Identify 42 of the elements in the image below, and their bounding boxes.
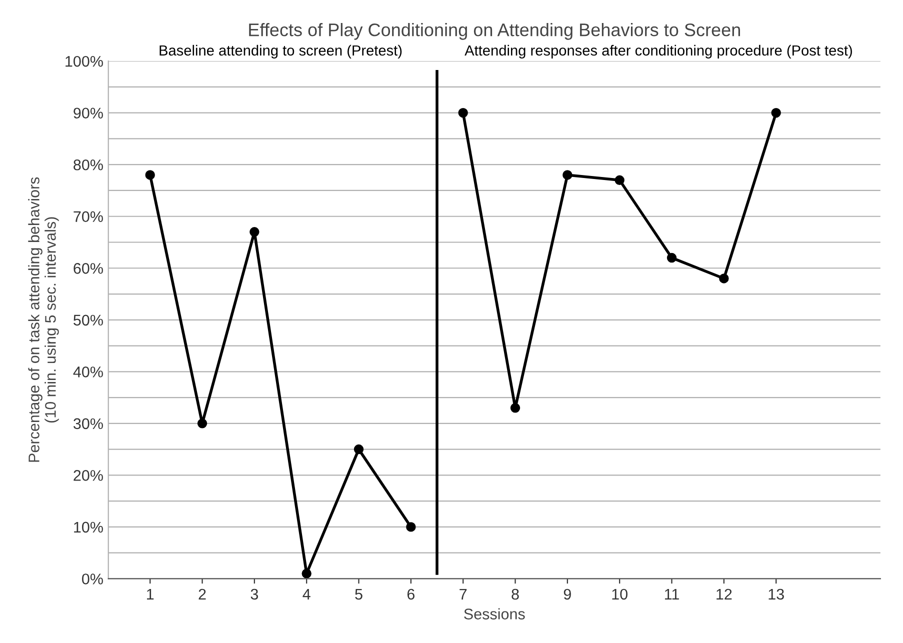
y-tick-label: 90%: [74, 108, 103, 119]
point: [458, 108, 468, 118]
point: [354, 444, 364, 454]
x-tick-label: 3: [250, 588, 258, 600]
point: [719, 274, 729, 284]
point: [771, 108, 781, 118]
x-tick-label: 9: [564, 588, 571, 600]
x-tick-label: 4: [302, 588, 310, 600]
point: [614, 175, 624, 185]
y-tick-label: 30%: [74, 418, 103, 430]
x-axis-title: Sessions: [464, 608, 525, 620]
x-tick-label: 12: [716, 588, 732, 600]
y-tick-label: 0%: [82, 574, 103, 584]
point: [562, 170, 572, 180]
y-tick-label: 10%: [74, 522, 103, 533]
x-tick-label: 5: [355, 588, 362, 600]
x-tick-label: 2: [198, 588, 206, 600]
y-tick-label: 60%: [74, 263, 103, 274]
point: [250, 227, 260, 237]
point: [406, 522, 416, 532]
point: [197, 418, 208, 428]
x-tick-label: 7: [460, 588, 467, 600]
y-tick-label: 40%: [73, 366, 103, 378]
x-tick-label: 1: [147, 588, 154, 600]
x-tick-label: 10: [612, 588, 628, 600]
point: [666, 252, 677, 263]
y-tick-label: 80%: [74, 159, 103, 170]
x-tick-label: 6: [407, 588, 415, 600]
text: Baseline attending to screen (Pretest): [160, 44, 402, 58]
x-tick-label: 11: [664, 588, 679, 600]
text: Attending responses after conditioning procedure (Post test): [464, 44, 852, 58]
point: [510, 403, 520, 413]
chart-title: Effects of Play Conditioning on Attending Behaviors to Screen: [249, 23, 740, 40]
x-tick-label: 8: [512, 588, 519, 600]
y-tick-label: 20%: [74, 470, 103, 481]
point: [145, 170, 155, 180]
point: [302, 568, 312, 578]
y-tick-label: 100%: [66, 56, 103, 67]
y-tick-label: 50%: [74, 314, 103, 326]
y-tick-label: 70%: [74, 211, 103, 222]
x-tick-label: 13: [768, 588, 784, 600]
y-axis-title: Percentage of on task attending behaviors (10 min. using 5 sec. intervals): [28, 177, 59, 462]
